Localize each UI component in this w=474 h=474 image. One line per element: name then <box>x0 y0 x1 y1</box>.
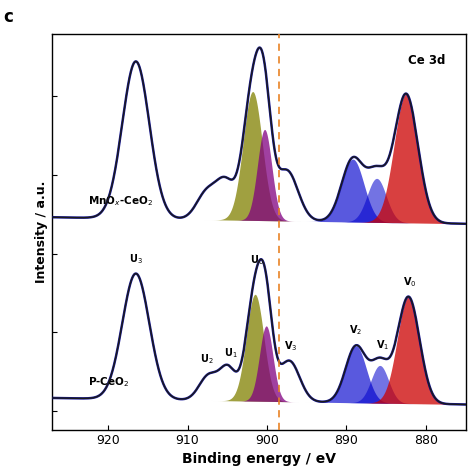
Text: U$_0$: U$_0$ <box>250 253 264 267</box>
Text: V$_1$: V$_1$ <box>375 338 389 352</box>
Text: U$_1$: U$_1$ <box>224 346 237 359</box>
Y-axis label: Intensity / a.u.: Intensity / a.u. <box>35 181 48 283</box>
Text: Ce 3d: Ce 3d <box>409 54 446 67</box>
Text: V$_2$: V$_2$ <box>349 324 363 337</box>
Text: c: c <box>3 8 13 26</box>
Text: V$_0$: V$_0$ <box>403 275 417 289</box>
Text: U$_2$: U$_2$ <box>200 352 213 365</box>
Text: MnO$_x$-CeO$_2$: MnO$_x$-CeO$_2$ <box>88 194 153 208</box>
X-axis label: Binding energy / eV: Binding energy / eV <box>182 452 336 465</box>
Text: V$_3$: V$_3$ <box>284 339 298 353</box>
Text: P-CeO$_2$: P-CeO$_2$ <box>88 375 129 389</box>
Text: U$_3$: U$_3$ <box>129 252 143 266</box>
